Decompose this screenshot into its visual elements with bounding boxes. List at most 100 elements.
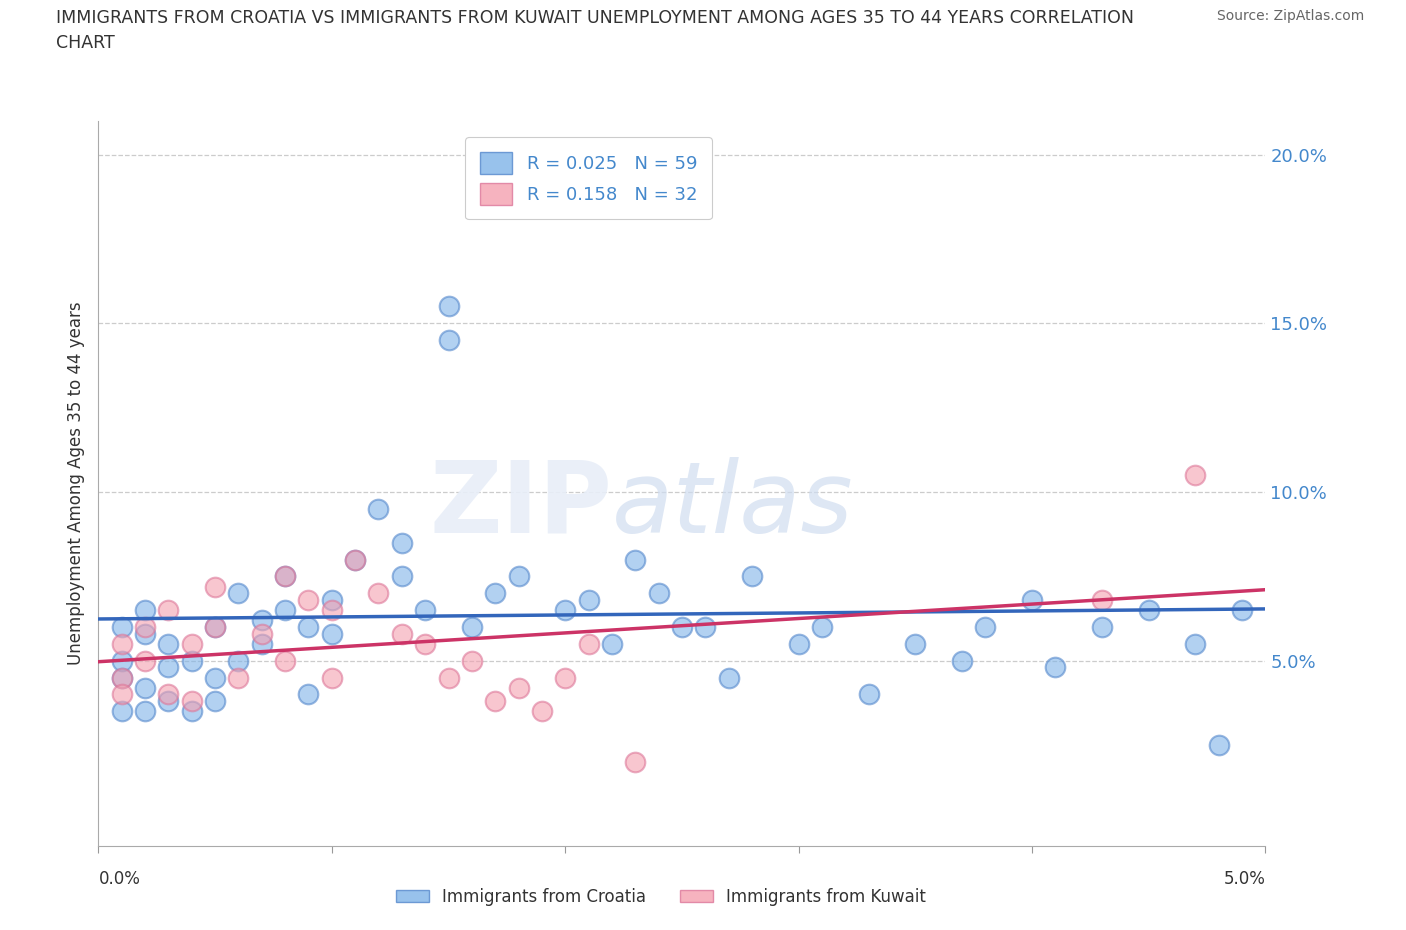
Point (134, 680, 156, 695)
Point (530, 704, 553, 719)
Point (530, 181, 553, 196)
Point (437, 671, 460, 685)
Point (578, 636, 600, 651)
Point (811, 619, 834, 634)
Point (250, 636, 273, 651)
Text: atlas: atlas (612, 457, 853, 554)
Point (274, 603, 297, 618)
Point (461, 619, 484, 634)
Point (1045, 660, 1067, 675)
Point (647, 586, 669, 601)
Point (391, 569, 413, 584)
Point (180, 694, 202, 709)
Point (134, 653, 156, 668)
Point (787, 636, 810, 651)
Point (1091, 592, 1114, 607)
Point (717, 671, 740, 685)
Point (695, 619, 717, 634)
Point (484, 586, 506, 601)
Point (111, 704, 134, 719)
Point (204, 619, 226, 634)
Point (554, 603, 576, 618)
Point (157, 603, 180, 618)
Point (134, 704, 156, 719)
Point (228, 671, 250, 685)
Point (344, 552, 367, 567)
Text: ZIP: ZIP (429, 457, 612, 554)
Point (111, 653, 134, 668)
Point (367, 501, 389, 516)
Point (413, 603, 436, 618)
Point (180, 704, 202, 719)
Point (297, 592, 319, 607)
Point (484, 694, 506, 709)
Point (204, 619, 226, 634)
Point (391, 535, 413, 550)
Point (437, 299, 460, 314)
Point (111, 671, 134, 685)
Y-axis label: Unemployment Among Ages 35 to 44 years: Unemployment Among Ages 35 to 44 years (66, 302, 84, 665)
Point (297, 687, 319, 702)
Point (111, 687, 134, 702)
Point (228, 586, 250, 601)
Point (624, 754, 647, 769)
Point (321, 603, 343, 618)
Point (367, 586, 389, 601)
Point (134, 626, 156, 641)
Text: 0.0%: 0.0% (98, 870, 141, 887)
Point (1021, 592, 1043, 607)
Point (1230, 603, 1253, 618)
Point (250, 613, 273, 628)
Legend: Immigrants from Croatia, Immigrants from Kuwait: Immigrants from Croatia, Immigrants from… (389, 881, 932, 912)
Point (1184, 636, 1206, 651)
Point (157, 660, 180, 675)
Point (157, 687, 180, 702)
Point (974, 619, 997, 634)
Point (578, 592, 600, 607)
Point (134, 619, 156, 634)
Point (413, 636, 436, 651)
Point (297, 619, 319, 634)
Point (321, 592, 343, 607)
Point (321, 626, 343, 641)
Point (111, 619, 134, 634)
Point (461, 653, 484, 668)
Point (111, 671, 134, 685)
Point (554, 671, 576, 685)
Point (344, 552, 367, 567)
Point (180, 636, 202, 651)
Text: Source: ZipAtlas.com: Source: ZipAtlas.com (1216, 9, 1364, 23)
Point (950, 653, 973, 668)
Point (204, 694, 226, 709)
Point (321, 671, 343, 685)
Point (111, 636, 134, 651)
Point (1208, 737, 1230, 752)
Point (508, 680, 530, 695)
Point (274, 569, 297, 584)
Point (228, 653, 250, 668)
Point (180, 653, 202, 668)
Point (624, 552, 647, 567)
Point (204, 579, 226, 594)
Point (904, 636, 927, 651)
Point (508, 569, 530, 584)
Point (437, 333, 460, 348)
Point (250, 626, 273, 641)
Point (204, 671, 226, 685)
Legend: R = 0.025   N = 59, R = 0.158   N = 32: R = 0.025 N = 59, R = 0.158 N = 32 (465, 138, 711, 219)
Point (741, 569, 763, 584)
Point (157, 694, 180, 709)
Point (157, 636, 180, 651)
Point (671, 619, 693, 634)
Point (600, 636, 623, 651)
Text: 5.0%: 5.0% (1223, 870, 1265, 887)
Point (134, 603, 156, 618)
Point (858, 687, 880, 702)
Text: IMMIGRANTS FROM CROATIA VS IMMIGRANTS FROM KUWAIT UNEMPLOYMENT AMONG AGES 35 TO : IMMIGRANTS FROM CROATIA VS IMMIGRANTS FR… (56, 9, 1135, 52)
Point (1137, 603, 1160, 618)
Point (1091, 619, 1114, 634)
Point (1184, 468, 1206, 483)
Point (391, 626, 413, 641)
Point (274, 569, 297, 584)
Point (274, 653, 297, 668)
